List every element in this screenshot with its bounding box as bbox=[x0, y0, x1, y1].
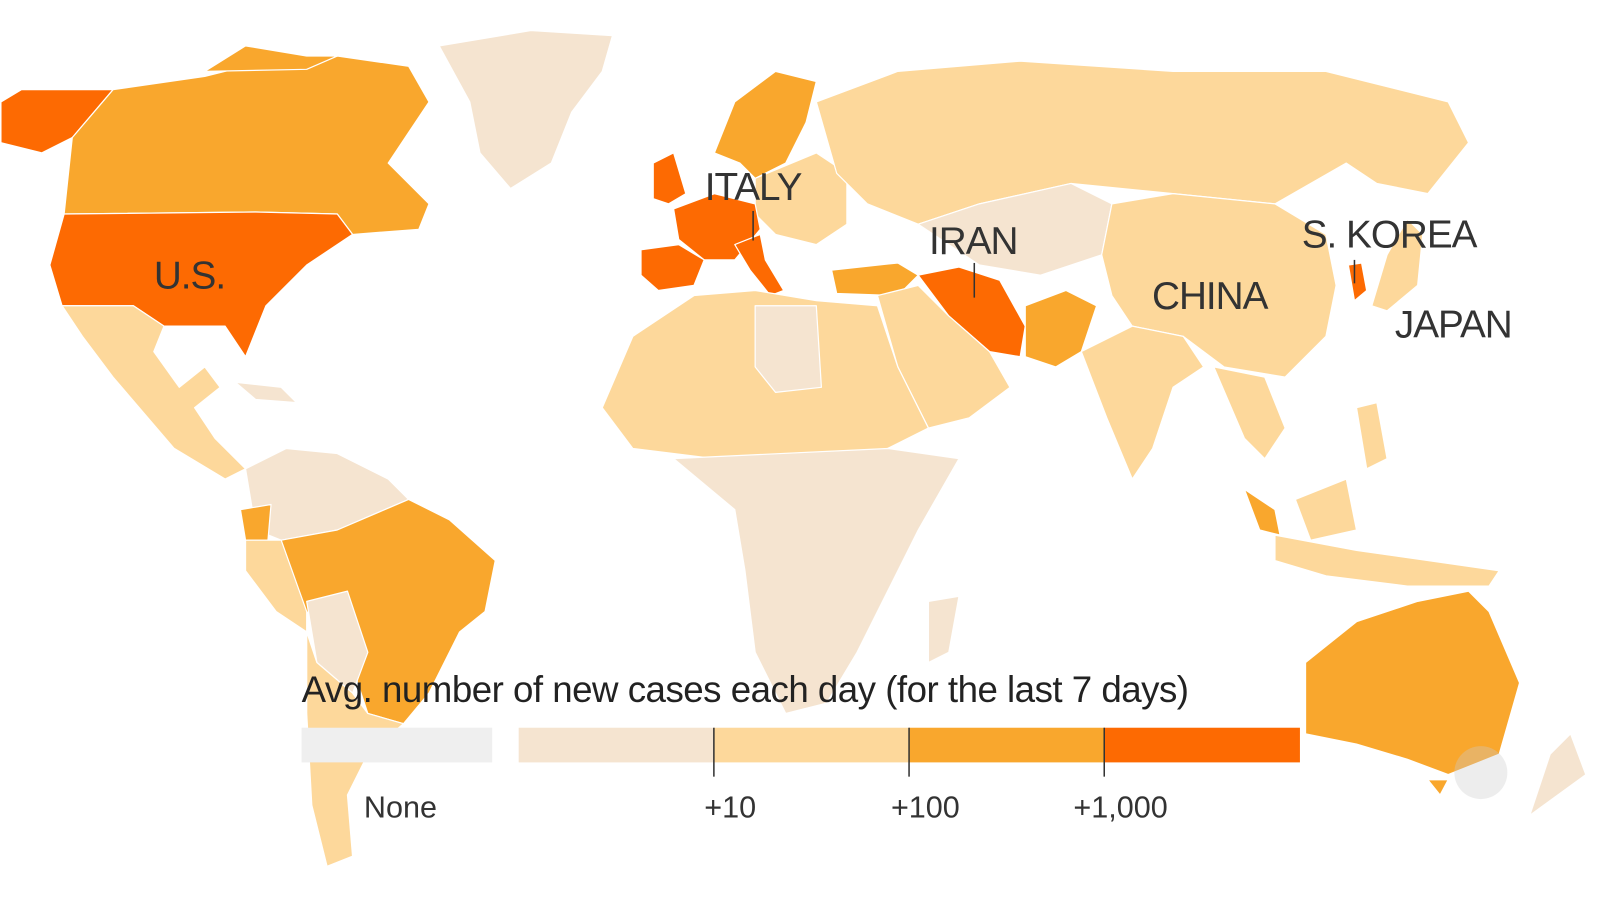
countries bbox=[0, 29, 1587, 867]
legend-swatch bbox=[1104, 727, 1300, 763]
country bbox=[927, 595, 960, 664]
country bbox=[640, 244, 705, 292]
country bbox=[815, 60, 1470, 225]
country bbox=[1294, 478, 1358, 541]
country bbox=[1427, 779, 1449, 796]
country bbox=[1355, 401, 1388, 470]
country-label: CHINA bbox=[1152, 275, 1269, 318]
country bbox=[652, 152, 687, 205]
country bbox=[234, 381, 298, 404]
country bbox=[1274, 534, 1500, 587]
logo bbox=[1454, 746, 1508, 800]
legend-tick-label: +1,000 bbox=[1073, 790, 1167, 824]
legend-none-label: None bbox=[364, 790, 437, 824]
country-labels: U.S. ITALY IRAN S. KOREA CHINA JAPAN bbox=[154, 166, 1513, 347]
country bbox=[63, 55, 430, 236]
legend-title: Avg. number of new cases each day (for t… bbox=[302, 669, 1189, 710]
country bbox=[673, 447, 960, 715]
country bbox=[1529, 733, 1587, 816]
country bbox=[306, 590, 369, 694]
legend-swatch bbox=[909, 727, 1105, 763]
country bbox=[61, 305, 247, 480]
country-label: U.S. bbox=[154, 254, 225, 297]
country-label: ITALY bbox=[705, 166, 802, 209]
country bbox=[1304, 590, 1521, 776]
country bbox=[204, 45, 338, 72]
country-label: S. KOREA bbox=[1302, 214, 1478, 257]
legend: Avg. number of new cases each day (for t… bbox=[301, 669, 1300, 824]
country bbox=[1371, 218, 1424, 312]
country bbox=[713, 70, 817, 179]
country bbox=[239, 503, 272, 541]
legend-none-swatch bbox=[301, 727, 493, 763]
country bbox=[438, 29, 614, 190]
country bbox=[830, 262, 919, 297]
legend-tick-label: +10 bbox=[704, 790, 756, 824]
country bbox=[1080, 325, 1205, 480]
country bbox=[754, 305, 823, 394]
legend-tick-label: +100 bbox=[891, 790, 960, 824]
country-label: IRAN bbox=[929, 220, 1017, 263]
country bbox=[1347, 262, 1368, 302]
country bbox=[754, 152, 848, 246]
country bbox=[1243, 488, 1281, 536]
legend-swatch bbox=[713, 727, 910, 763]
country bbox=[734, 233, 785, 297]
country bbox=[1213, 366, 1286, 460]
country-label: JAPAN bbox=[1395, 303, 1512, 346]
legend-swatch bbox=[518, 727, 715, 763]
logo-mark bbox=[1454, 746, 1508, 800]
